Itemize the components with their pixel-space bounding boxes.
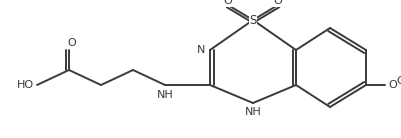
Text: CH: CH xyxy=(396,76,401,86)
Text: NH: NH xyxy=(157,90,173,100)
Text: O: O xyxy=(224,0,232,6)
Text: S: S xyxy=(249,14,257,26)
Text: O: O xyxy=(273,0,282,6)
Text: N: N xyxy=(196,45,205,55)
Text: O: O xyxy=(68,38,76,48)
Text: NH: NH xyxy=(245,107,261,117)
Text: O: O xyxy=(388,80,397,90)
Text: HO: HO xyxy=(17,80,34,90)
